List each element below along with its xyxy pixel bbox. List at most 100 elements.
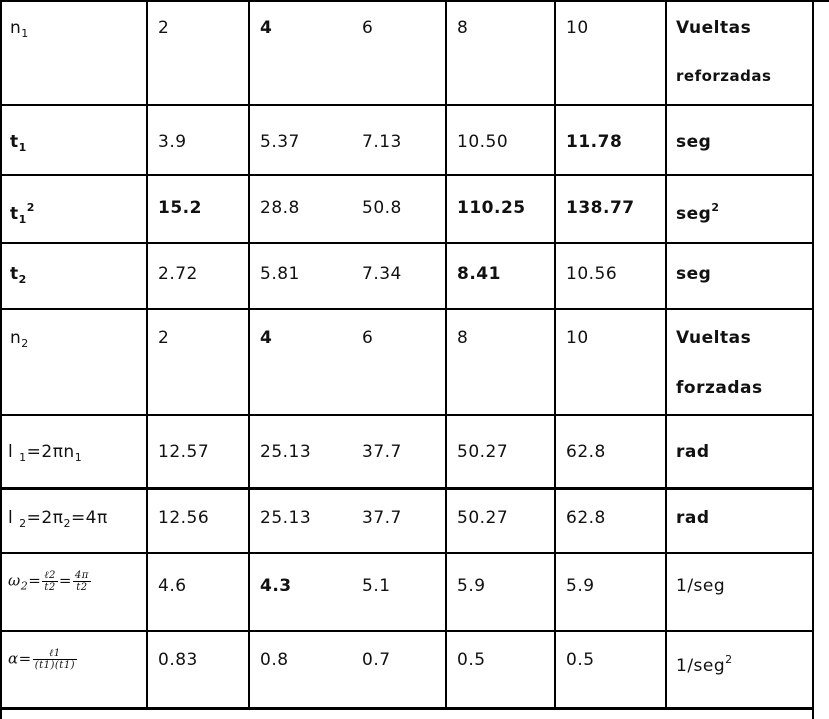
col-divider xyxy=(248,0,250,707)
row-label-sup: 2 xyxy=(26,201,35,214)
table-cell: 25.13 xyxy=(260,442,312,462)
table-cell: 50.27 xyxy=(457,442,509,462)
table-cell: 8 xyxy=(457,328,469,348)
unit-cell: 1/seg xyxy=(676,576,726,596)
table-cell: 8.41 xyxy=(457,264,501,284)
table-cell: 6 xyxy=(362,328,374,348)
table-cell: 5.37 xyxy=(260,132,300,152)
row-label-sub: 1 xyxy=(19,451,27,464)
row-label-t1-squared: t12 xyxy=(10,198,35,230)
unit-text: seg xyxy=(676,204,712,224)
fraction-numerator: 4π xyxy=(72,570,91,582)
table-cell: 37.7 xyxy=(362,508,402,528)
row-label-n2: n2 xyxy=(10,328,29,354)
fraction-denominator: (t1)(t1) xyxy=(34,660,76,671)
fraction-numerator: ℓ1 xyxy=(32,648,78,660)
row-label-l2: l 2=2π2=4π xyxy=(8,508,108,534)
row-label-main: l xyxy=(8,508,20,528)
row-divider xyxy=(0,487,812,490)
table-cell: 37.7 xyxy=(362,442,402,462)
unit-text: 1/seg xyxy=(676,656,726,676)
unit-cell: 1/seg2 xyxy=(676,650,733,676)
fraction-denominator: t2 xyxy=(44,582,56,593)
table-cell: 2.72 xyxy=(158,264,198,284)
table-cell: 110.25 xyxy=(457,198,526,218)
row-label-sub: 1 xyxy=(21,27,29,40)
table-cell: 12.56 xyxy=(158,508,210,528)
row-label-omega2: ω2= ℓ2 t2 = 4π t2 xyxy=(8,570,92,597)
row-label-t2: t2 xyxy=(10,264,27,290)
table-cell: 15.2 xyxy=(158,198,202,218)
row-label-eq: = xyxy=(28,571,42,590)
table-cell: 2 xyxy=(158,328,170,348)
row-label-tail: =4π xyxy=(70,508,108,528)
row-label-rest: =2π xyxy=(26,508,64,528)
row-label-sub: 2 xyxy=(20,579,29,593)
row-label-alpha: α= ℓ1 (t1)(t1) xyxy=(8,648,78,671)
unit-cell: seg xyxy=(676,132,712,152)
border-top xyxy=(0,0,829,2)
row-label-main: n xyxy=(10,18,22,38)
table-cell: 10.56 xyxy=(566,264,618,284)
table-cell: 50.27 xyxy=(457,508,509,528)
table-cell: 2 xyxy=(158,18,170,38)
table-cell: 0.83 xyxy=(158,650,198,670)
row-label-main: α xyxy=(8,649,19,668)
row-label-sub: 1 xyxy=(18,213,27,226)
table-cell: 10 xyxy=(566,18,589,38)
fraction: ℓ2 t2 xyxy=(42,570,58,593)
row-label-sub: 2 xyxy=(19,517,27,530)
row-label-sub: 1 xyxy=(74,451,83,464)
table-cell: 5.9 xyxy=(566,576,595,596)
col-divider xyxy=(146,0,148,707)
table-cell: 50.8 xyxy=(362,198,402,218)
border-bottom xyxy=(0,707,812,710)
col-divider xyxy=(665,0,667,707)
unit-cell: Vueltas xyxy=(676,328,752,348)
row-label-sub: 1 xyxy=(18,141,27,154)
table-cell: 138.77 xyxy=(566,198,635,218)
row-label-main: n xyxy=(10,328,22,348)
row-divider xyxy=(0,308,812,310)
row-label-sub: 2 xyxy=(63,517,71,530)
row-divider xyxy=(0,104,812,106)
row-label-main: t xyxy=(10,264,19,284)
table-cell: 5.1 xyxy=(362,576,391,596)
row-label-rest: =2πn xyxy=(26,442,75,462)
border-left xyxy=(0,0,2,719)
col-divider xyxy=(554,0,556,707)
row-label-t1: t1 xyxy=(10,132,27,158)
table-cell: 7.34 xyxy=(362,264,402,284)
table-cell: 4 xyxy=(260,18,273,38)
row-divider xyxy=(0,174,812,176)
table-cell: 10 xyxy=(566,328,589,348)
unit-cell: Vueltas xyxy=(676,18,752,38)
table-cell: 62.8 xyxy=(566,442,606,462)
table-cell: 62.8 xyxy=(566,508,606,528)
row-label-eq: = xyxy=(18,649,32,668)
unit-cell: seg xyxy=(676,264,712,284)
unit-cell: rad xyxy=(676,508,710,528)
row-label-sub: 2 xyxy=(18,273,27,286)
row-label-n1: n1 xyxy=(10,18,29,44)
table-cell: 4.3 xyxy=(260,576,292,596)
table-cell: 11.78 xyxy=(566,132,623,152)
row-label-eq: = xyxy=(58,571,72,590)
unit-cell: forzadas xyxy=(676,378,763,398)
table-cell: 10.50 xyxy=(457,132,509,152)
fraction: ℓ1 (t1)(t1) xyxy=(32,648,78,671)
table-cell: 12.57 xyxy=(158,442,210,462)
row-divider xyxy=(0,242,812,244)
table-cell: 0.5 xyxy=(566,650,595,670)
table-cell: 7.13 xyxy=(362,132,402,152)
row-label-main: t xyxy=(10,132,19,152)
fraction: 4π t2 xyxy=(72,570,91,593)
row-label-l1: l 1=2πn1 xyxy=(8,442,82,468)
table-cell: 4 xyxy=(260,328,273,348)
unit-sup: 2 xyxy=(725,653,733,666)
unit-sup: 2 xyxy=(711,201,720,214)
table-cell: 0.8 xyxy=(260,650,289,670)
table-cell: 3.9 xyxy=(158,132,187,152)
table-cell: 4.6 xyxy=(158,576,187,596)
